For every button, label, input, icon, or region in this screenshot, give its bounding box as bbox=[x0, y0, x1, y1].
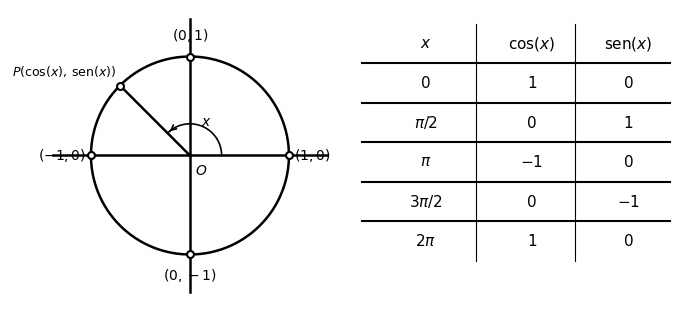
Text: $0$: $0$ bbox=[623, 154, 633, 170]
Text: $1$: $1$ bbox=[527, 75, 537, 91]
Text: $1$: $1$ bbox=[527, 233, 537, 249]
Text: $0$: $0$ bbox=[623, 233, 633, 249]
Text: $0$: $0$ bbox=[527, 194, 537, 210]
Text: $\pi/2$: $\pi/2$ bbox=[414, 114, 438, 131]
Text: $(1, 0)$: $(1, 0)$ bbox=[294, 147, 331, 164]
Text: $(0, -1)$: $(0, -1)$ bbox=[163, 267, 217, 284]
Text: $x$: $x$ bbox=[420, 37, 432, 51]
Text: $3\pi/2$: $3\pi/2$ bbox=[409, 193, 443, 210]
Text: $0$: $0$ bbox=[421, 75, 431, 91]
Text: $0$: $0$ bbox=[623, 75, 633, 91]
Text: $(-1, 0)$: $(-1, 0)$ bbox=[38, 147, 86, 164]
Text: $\mathrm{sen}(x)$: $\mathrm{sen}(x)$ bbox=[604, 35, 652, 53]
Text: $\pi$: $\pi$ bbox=[420, 155, 432, 169]
Text: $-1$: $-1$ bbox=[520, 154, 543, 170]
Text: $1$: $1$ bbox=[623, 115, 633, 131]
Text: $-1$: $-1$ bbox=[617, 194, 639, 210]
Text: $P(\cos(x),\,\mathrm{sen}(x))$: $P(\cos(x),\,\mathrm{sen}(x))$ bbox=[12, 63, 116, 79]
Text: $O$: $O$ bbox=[195, 165, 207, 179]
Text: $x$: $x$ bbox=[201, 115, 212, 129]
Text: $(0, 1)$: $(0, 1)$ bbox=[171, 27, 208, 44]
Text: $\mathrm{cos}(x)$: $\mathrm{cos}(x)$ bbox=[508, 35, 555, 53]
Text: $2\pi$: $2\pi$ bbox=[415, 233, 436, 249]
Text: $0$: $0$ bbox=[527, 115, 537, 131]
